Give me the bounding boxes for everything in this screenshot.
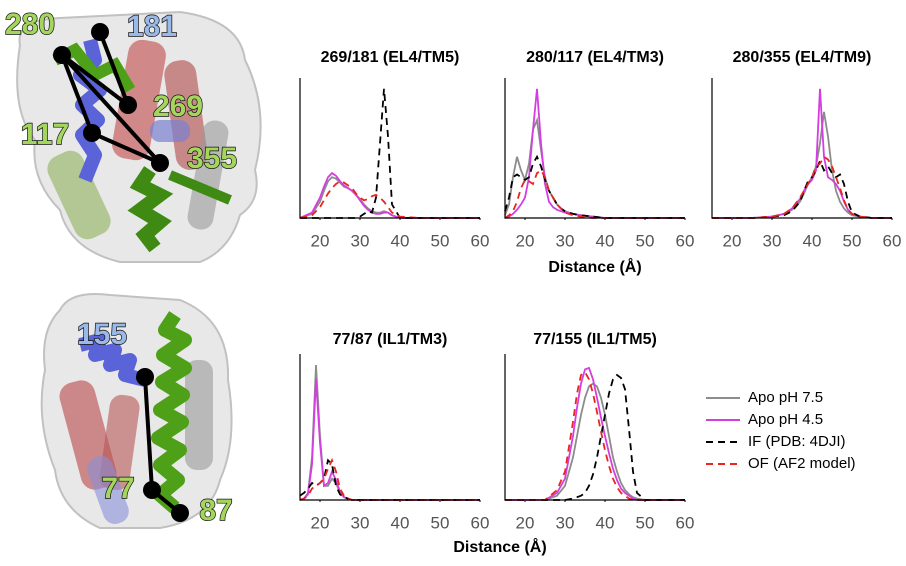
x-tick-label: 20 [516,513,535,532]
density-line: IF (PDB: 4DJI) [505,157,685,218]
density-line [505,375,685,500]
x-tick-label: 30 [351,231,370,250]
density-line: IF (PDB: 4DJI) [300,460,480,500]
residue-label: 355 [187,142,237,175]
x-tick-label: 50 [636,513,655,532]
x-tick-label: 20 [723,231,742,250]
chart-title: 280/117 (EL4/TM3) [526,49,664,66]
chart-title: 77/155 (IL1/TM5) [533,331,657,348]
density-line [505,368,685,500]
x-tick-label: 50 [636,231,655,250]
x-tick-label: 60 [676,513,695,532]
protein-structure-bottom [42,294,232,528]
density-line: Apo pH 7.5 [300,365,480,500]
axis [300,354,480,500]
figure: 280 181 269 117 355 155 77 87 269/181 (EL4/TM5) 2… [0,0,906,561]
residue-label: 280 [5,8,55,41]
legend-label: IF (PDB: 4DJI) [748,433,846,450]
x-tick-label: 20 [516,231,535,250]
residue-label: 181 [127,10,177,43]
x-tick-label: 60 [471,513,490,532]
residue-label: 269 [153,90,203,123]
x-tick-label: 40 [596,513,615,532]
x-tick-label: 60 [471,231,490,250]
density-line: IF (PDB: 4DJI) [712,161,892,218]
x-axis-label: Distance (Å) [453,537,546,556]
x-tick-label: 40 [596,231,615,250]
x-tick-label: 30 [351,513,370,532]
density-line: Apo pH 7.5 [712,112,892,218]
residue-label: 87 [199,494,232,527]
density-line: Apo pH 4.5 [300,379,480,500]
residue-label: 117 [21,118,69,151]
x-tick-label: 30 [763,231,782,250]
density-line: OF (AF2 model) [712,157,892,218]
x-tick-label: 30 [556,231,575,250]
axis [505,354,685,500]
density-line: OF (AF2 model) [300,181,480,218]
x-tick-label: 40 [803,231,822,250]
density-line: Apo pH 4.5 [505,89,685,218]
chart-title: 77/87 (IL1/TM3) [333,331,448,348]
legend-label: Apo pH 4.5 [748,411,823,428]
axis [300,78,480,218]
legend-label: OF (AF2 model) [748,455,856,472]
chart-title: 280/355 (EL4/TM9) [733,49,872,66]
x-tick-label: 20 [311,513,330,532]
x-tick-label: 40 [391,231,410,250]
x-tick-label: 50 [431,231,450,250]
x-tick-label: 60 [883,231,902,250]
x-tick-label: 30 [556,513,575,532]
legend-label: Apo pH 7.5 [748,389,823,406]
density-line: OF (AF2 model) [505,170,685,218]
chart-title: 269/181 (EL4/TM5) [321,49,460,66]
x-tick-label: 50 [843,231,862,250]
x-tick-label: 50 [431,513,450,532]
density-line: IF (PDB: 4DJI) [300,89,480,218]
density-line: OF (AF2 model) [300,460,480,500]
residue-label: 155 [77,318,127,351]
residue-label: 77 [101,472,134,505]
x-tick-label: 20 [311,231,330,250]
x-axis-label: Distance (Å) [548,257,641,276]
x-tick-label: 60 [676,231,695,250]
x-tick-label: 40 [391,513,410,532]
